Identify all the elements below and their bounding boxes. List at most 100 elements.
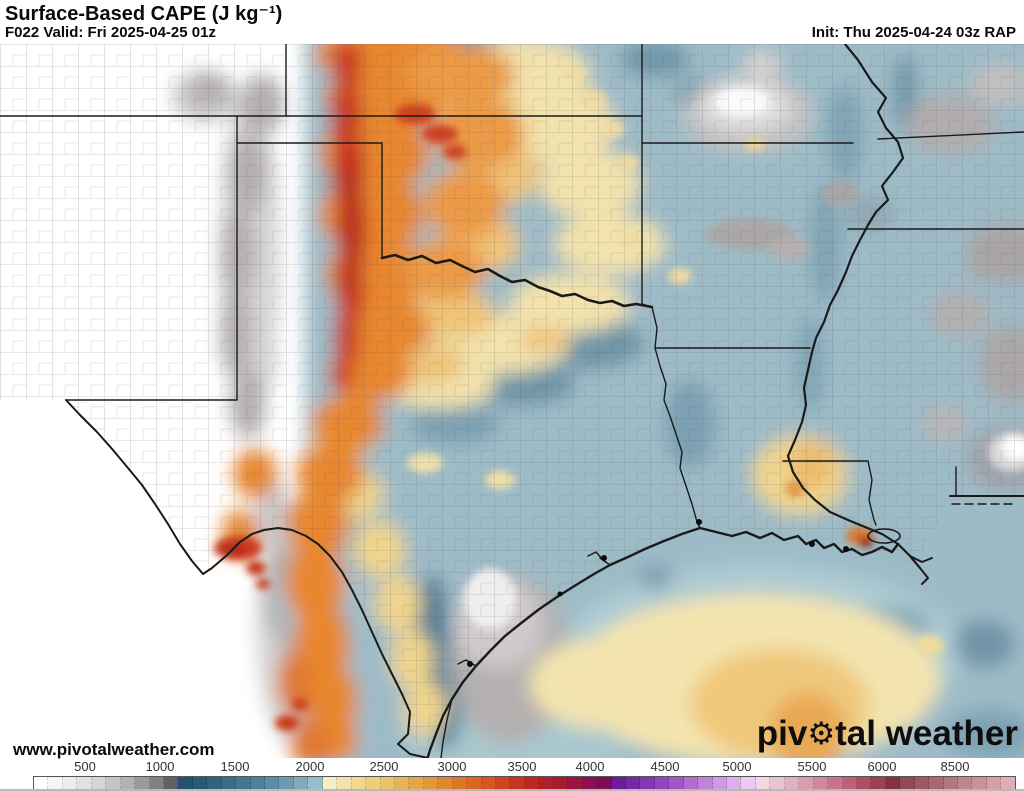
colorbar-swatch [510, 777, 525, 789]
colorbar-swatch [986, 777, 1002, 789]
colorbar-swatch [842, 777, 857, 789]
colorbar-swatch [654, 777, 670, 789]
rio-grande [65, 399, 429, 758]
colorbar-swatch [423, 777, 439, 789]
colorbar-swatch [351, 777, 367, 789]
colorbar-swatch [496, 777, 511, 789]
colorbar-tick-5000: 5000 [722, 759, 752, 774]
colorbar-tick-3500: 3500 [507, 759, 537, 774]
colorbar-swatch [91, 777, 107, 789]
colorbar-swatch [481, 777, 496, 789]
gear-icon: ⚙ [807, 716, 836, 751]
colorbar-swatch [871, 777, 886, 789]
colorbar-swatch [221, 777, 237, 789]
colorbar-swatch [856, 777, 872, 789]
colorbar-baseline [0, 789, 1024, 791]
colorbar-swatch [900, 777, 915, 789]
colorbar-swatch [236, 777, 251, 789]
colorbar-swatch [625, 777, 641, 789]
colorbar-swatch [914, 777, 930, 789]
colorbar-swatch [640, 777, 655, 789]
colorbar-swatch [279, 777, 294, 789]
border-louisiana-mississippi [782, 460, 877, 526]
colorbar-swatch [669, 777, 684, 789]
colorbar-swatch [943, 777, 958, 789]
pivotal-weather-logo[interactable]: piv⚙tal weather [757, 712, 1018, 756]
colorbar-tick-2500: 2500 [369, 759, 399, 774]
colorbar-swatch [828, 777, 843, 789]
colorbar-swatch [438, 777, 453, 789]
mississippi-delta [909, 555, 933, 585]
colorbar-swatch [265, 777, 280, 789]
header: Surface-Based CAPE (J kg⁻¹) F022 Valid: … [0, 0, 1024, 44]
colorbar-tick-4500: 4500 [650, 759, 680, 774]
forecast-valid-label: F022 Valid: Fri 2025-04-25 01z [5, 24, 216, 41]
colorbar-swatch [337, 777, 352, 789]
colorbar-swatch [409, 777, 424, 789]
colorbar-swatch [958, 777, 973, 789]
coastline-texas [426, 526, 702, 758]
colorbar-swatch [755, 777, 771, 789]
product-title: Surface-Based CAPE (J kg⁻¹) [5, 3, 283, 25]
cape-field-map [0, 44, 1024, 758]
colorbar-swatch [1001, 777, 1015, 789]
colorbar-swatch [784, 777, 800, 789]
colorbar-swatch [452, 777, 468, 789]
colorbar-swatch [192, 777, 208, 789]
colorbar-swatch [972, 777, 987, 789]
colorbar-swatch [293, 777, 309, 789]
border-texas-east [651, 306, 701, 529]
colorbar-tick-3000: 3000 [437, 759, 467, 774]
colorbar-swatch [611, 777, 626, 789]
colorbar-swatch [770, 777, 785, 789]
colorbar-tick-1500: 1500 [220, 759, 250, 774]
colorbar-swatch [322, 777, 338, 789]
colorbar-swatch [178, 777, 193, 789]
colorbar-swatch [394, 777, 410, 789]
colorbar-swatch [149, 777, 164, 789]
colorbar-tick-1000: 1000 [145, 759, 175, 774]
logo-text-piv: piv [756, 714, 808, 753]
colorbar-tick-5500: 5500 [797, 759, 827, 774]
model-init-label: Init: Thu 2025-04-24 03z RAP [811, 24, 1016, 41]
colorbar-swatch [34, 777, 49, 789]
colorbar-swatch [135, 777, 150, 789]
colorbar-swatch [553, 777, 569, 789]
colorbar-tick-500: 500 [74, 759, 96, 774]
colorbar-swatch [380, 777, 395, 789]
state-borders [0, 44, 1024, 758]
colorbar-swatch [582, 777, 598, 789]
colorbar-swatch [712, 777, 727, 789]
colorbar-tick-labels: 500 1000 1500 2000 2500 3000 3500 4000 4500 5000 5… [0, 759, 1024, 775]
colorbar-swatch [813, 777, 829, 789]
lake-pontchartrain [867, 528, 901, 544]
colorbar-swatch [106, 777, 121, 789]
cape-colorbar: 500 1000 1500 2000 2500 3000 3500 4000 4500 5000 5… [0, 758, 1024, 791]
colorbar-swatch [207, 777, 222, 789]
colorbar-swatch [308, 777, 323, 789]
red-river [380, 253, 654, 309]
map-canvas[interactable] [0, 44, 1024, 759]
colorbar-swatch [727, 777, 742, 789]
colorbar-swatch [120, 777, 136, 789]
coastal-bays [467, 519, 849, 667]
border-missouri-arkansas [641, 131, 1024, 144]
colorbar-swatch [48, 777, 63, 789]
colorbar-swatch [698, 777, 713, 789]
colorbar-swatch [366, 777, 381, 789]
colorbar-swatch [929, 777, 944, 789]
colorbar-swatch [250, 777, 265, 789]
colorbar-tick-2000: 2000 [295, 759, 325, 774]
colorbar-tick-6000: 6000 [867, 759, 897, 774]
colorbar-swatch [885, 777, 901, 789]
colorbar-swatch [77, 777, 92, 789]
colorbar-swatch [597, 777, 612, 789]
watermark-url[interactable]: www.pivotalweather.com [5, 739, 223, 762]
colorbar-swatch [163, 777, 179, 789]
coastline-texas-bays [440, 551, 611, 758]
colorbar-tick-4000: 4000 [575, 759, 605, 774]
mississippi-river [786, 44, 922, 570]
colorbar-swatch [683, 777, 699, 789]
colorbar-swatch [741, 777, 756, 789]
